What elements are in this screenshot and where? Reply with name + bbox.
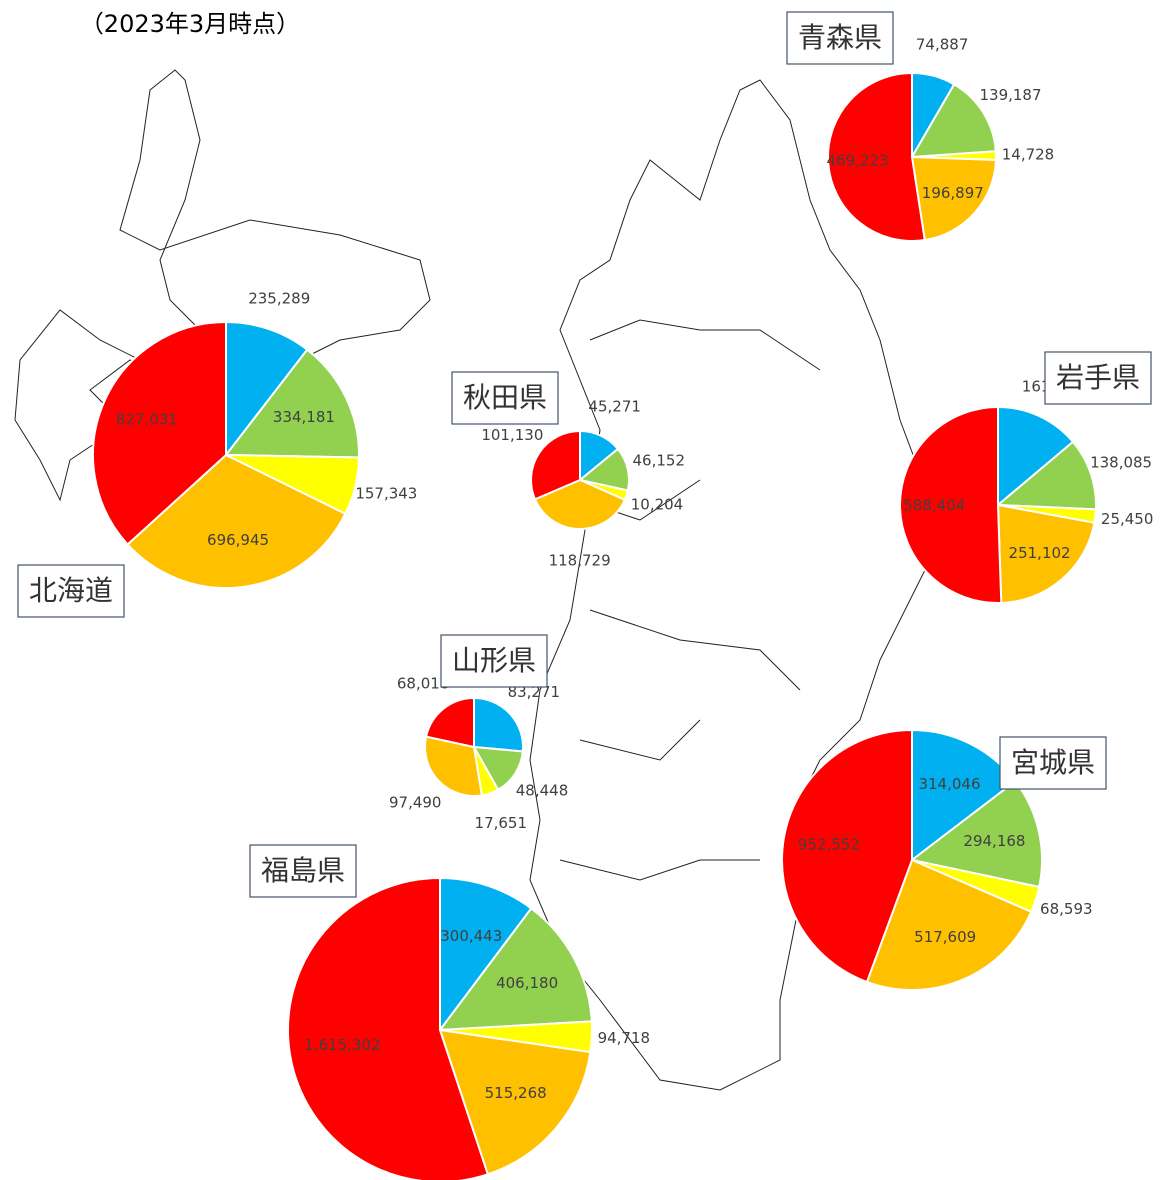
pie-slice [223, 348, 360, 459]
slice-label: 138,085 [1090, 454, 1152, 472]
pie-slice [438, 1028, 592, 1176]
title-box [440, 634, 548, 688]
pie-title: 宮城県 [1011, 746, 1095, 779]
pie-slice [530, 429, 581, 501]
pie-slice [997, 405, 1075, 508]
slice-label: 25,450 [1101, 510, 1154, 528]
slice-label: 68,593 [1040, 900, 1093, 918]
pie-title: 山形県 [452, 644, 536, 677]
pie-slice [225, 320, 309, 458]
map-outline [14, 69, 931, 1091]
pie-slice [424, 696, 475, 749]
slice-label: 515,268 [485, 1084, 547, 1102]
slice-label: 827,031 [116, 411, 178, 429]
pie-slice [910, 82, 997, 159]
pie-slice [473, 696, 524, 753]
title-box [786, 11, 894, 65]
pie-title: 岩手県 [1056, 361, 1140, 394]
pie-slice [781, 728, 913, 984]
slice-label: 406,180 [496, 974, 558, 992]
slice-label: 46,152 [633, 452, 686, 470]
slice-label: 294,168 [963, 832, 1025, 850]
slice-label: 10,204 [631, 496, 684, 514]
slice-label: 196,897 [922, 184, 984, 202]
slice-label: 588,404 [903, 497, 965, 515]
pie-slice [827, 71, 926, 242]
slice-label: 17,651 [475, 814, 528, 832]
slice-label: 334,181 [273, 408, 335, 426]
slice-label: 251,102 [1009, 544, 1071, 562]
slice-label: 14,728 [1002, 146, 1055, 164]
slice-label: 469,223 [827, 152, 889, 170]
slice-label: 314,046 [918, 775, 980, 793]
pie-slice [126, 453, 347, 589]
slice-label: 48,448 [516, 781, 569, 799]
slice-label: 1,615,302 [304, 1036, 380, 1054]
slice-label: 235,289 [248, 289, 310, 307]
slice-label: 101,130 [481, 426, 543, 444]
title-box [999, 736, 1107, 790]
slice-label: 68,018 [397, 674, 450, 692]
pie-title: 福島県 [261, 854, 345, 887]
slice-label: 157,343 [355, 484, 417, 502]
title-box [17, 564, 125, 618]
slice-label: 517,609 [914, 928, 976, 946]
pie-slice [995, 440, 1097, 511]
slice-label: 952,552 [798, 836, 860, 854]
subtitle: （2023年3月時点） [80, 10, 300, 38]
slice-label: 300,443 [440, 927, 502, 945]
slice-label: 74,887 [916, 35, 969, 53]
pie-title: 秋田県 [463, 381, 547, 414]
pie-slice [996, 503, 1096, 604]
pie-slice [899, 405, 1003, 604]
pie-title: 北海道 [29, 574, 113, 607]
pie-slice [865, 858, 1033, 991]
slice-label: 97,490 [389, 793, 442, 811]
slice-label: 696,945 [207, 531, 269, 549]
pie-slice [437, 907, 593, 1032]
pie-slice [910, 155, 997, 242]
pie-slice [533, 478, 627, 530]
title-box [1044, 351, 1152, 405]
pie-slice [92, 320, 227, 546]
slice-label: 118,729 [549, 551, 611, 569]
slice-label: 139,187 [979, 86, 1041, 104]
slice-label: 45,271 [588, 397, 641, 415]
pie-slice [424, 735, 484, 797]
title-box [451, 371, 559, 425]
title-box [249, 844, 357, 898]
pie-slice [439, 876, 533, 1033]
pie-title: 青森県 [798, 21, 882, 54]
slice-label: 94,718 [598, 1029, 651, 1047]
